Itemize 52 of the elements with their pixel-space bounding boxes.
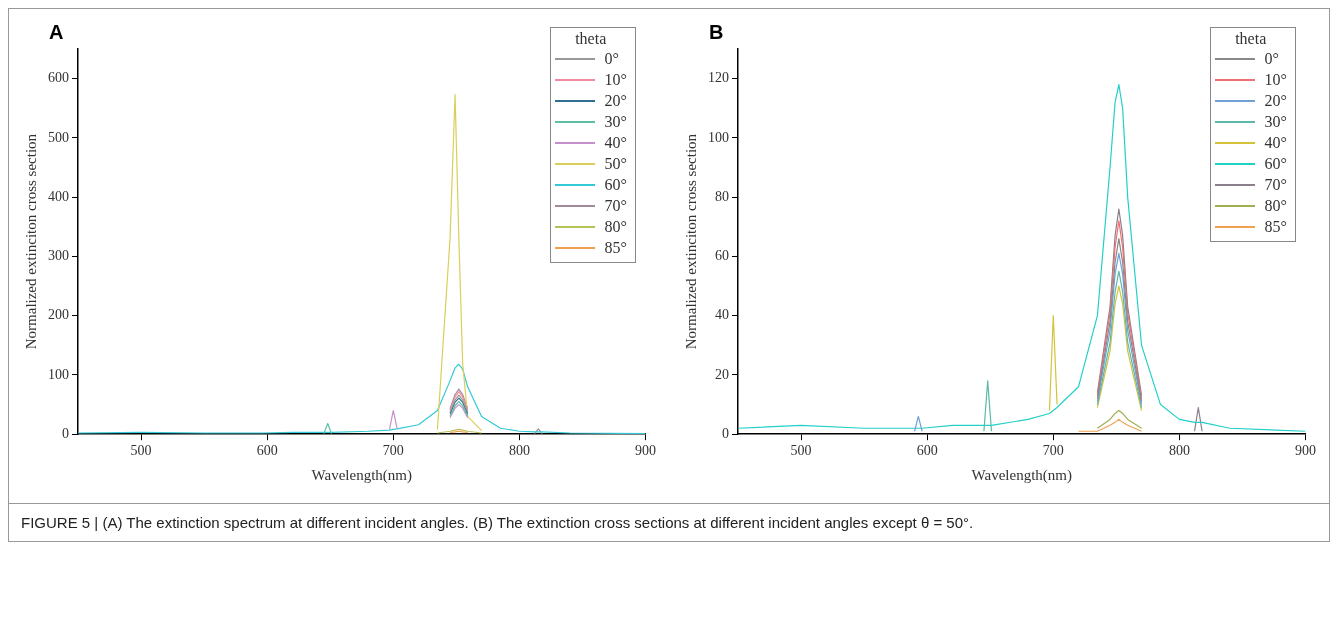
y-tick-label: 0 [62,425,69,441]
y-tick-label: 60 [715,248,729,264]
legend-label: 85° [604,238,627,257]
legend-label: 50° [604,154,627,173]
y-tick-label: 300 [48,248,69,264]
legend-label: 20° [604,91,627,110]
y-tick-label: 500 [48,129,69,145]
x-tick-label: 700 [1042,443,1064,459]
y-axis-title: Normalized extinciton cross section [682,133,699,350]
x-axis-title: Wavelength(nm) [971,466,1072,484]
legend-label: 0° [604,49,619,68]
x-tick-label: 900 [1295,443,1316,459]
x-tick-label: 600 [916,443,938,459]
y-tick-label: 80 [715,188,729,204]
legend-label: 30° [604,112,627,131]
legend-label: 10° [604,70,627,89]
x-tick-label: 800 [1168,443,1190,459]
x-tick-label: 500 [130,443,152,459]
x-axis-title: Wavelength(nm) [311,466,412,484]
legend-label: 40° [1264,133,1287,152]
y-tick-label: 600 [48,70,69,86]
y-tick-label: 120 [708,70,729,86]
legend-title: theta [574,30,608,48]
x-tick-label: 600 [256,443,278,459]
legend-label: 20° [1264,91,1287,110]
legend-label: 60° [604,175,627,194]
x-tick-label: 500 [790,443,812,459]
chart-title: B [709,21,724,44]
legend-label: 30° [1264,112,1287,131]
legend-label: 60° [1264,154,1287,173]
legend-title: theta [1234,30,1268,48]
x-tick-label: 700 [382,443,404,459]
legend-label: 85° [1264,217,1287,236]
legend-label: 0° [1264,49,1279,68]
legend-label: 70° [604,196,627,215]
x-tick-label: 900 [635,443,656,459]
y-tick-label: 400 [48,188,69,204]
x-tick-label: 800 [508,443,530,459]
caption: FIGURE 5 | (A) The extinction spectrum at different incident angles. (B) The extinction cross sections at different incident angles except θ = 50°. [9,503,1329,541]
y-tick-label: 20 [715,366,729,382]
y-axis-title: Normalized extinciton cross section [22,133,39,350]
legend-label: 80° [604,217,627,236]
y-tick-label: 100 [48,366,69,382]
y-tick-label: 0 [722,425,729,441]
y-tick-label: 200 [48,307,69,323]
legend-label: 80° [1264,196,1287,215]
chart-title: A [49,21,64,44]
legend-label: 40° [604,133,627,152]
y-tick-label: 100 [708,129,729,145]
legend-label: 10° [1264,70,1287,89]
y-tick-label: 40 [715,307,729,323]
legend-label: 70° [1264,175,1287,194]
